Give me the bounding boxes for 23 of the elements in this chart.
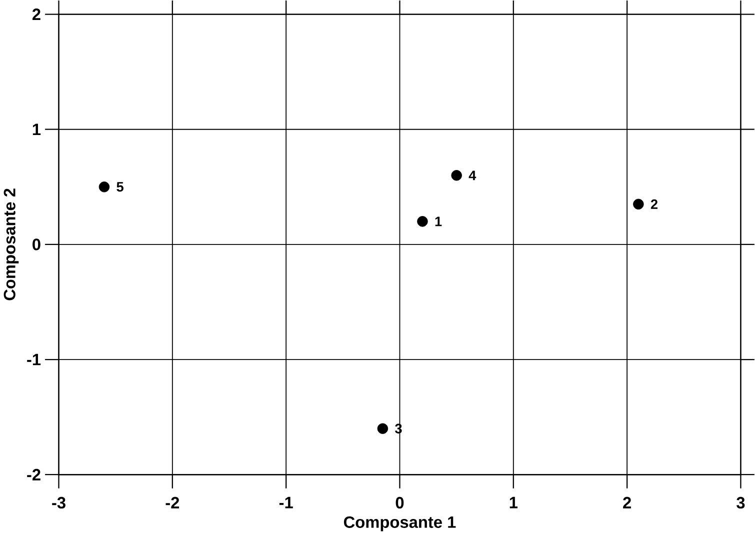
x-tick-label: -1 — [279, 496, 293, 508]
x-tick-label: 0 — [396, 496, 404, 509]
point — [98, 182, 110, 192]
point — [377, 423, 388, 434]
annotation: 1 — [435, 216, 442, 226]
point — [451, 170, 462, 181]
x-tick-label: 3 — [736, 496, 745, 509]
x-tick-label: 1 — [510, 496, 518, 508]
point — [633, 198, 644, 210]
y-tick-label: -1 — [27, 354, 41, 366]
point — [417, 216, 428, 227]
annotation: 2 — [650, 199, 658, 209]
y-tick-label: 0 — [32, 238, 40, 250]
y-tick-label: 1 — [32, 124, 41, 135]
x-tick-label: -3 — [52, 496, 66, 509]
y-tick-label: 2 — [32, 8, 40, 20]
annotation: 5 — [116, 182, 124, 192]
x-tick-label: -2 — [166, 496, 180, 508]
x-axis-title: Composante 1 — [344, 516, 456, 532]
y-axis-title: Composante 2 — [4, 188, 19, 300]
y-tick-label: -2 — [27, 468, 40, 480]
annotation: 4 — [468, 170, 476, 180]
x-tick-label: 2 — [623, 496, 631, 508]
